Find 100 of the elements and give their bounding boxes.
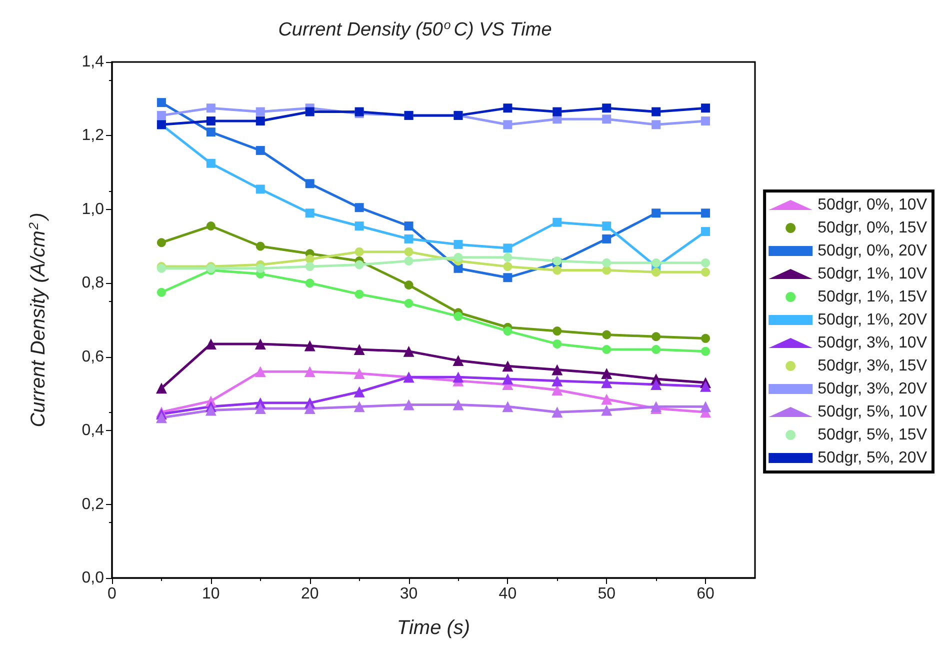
x-tick-label: 40 bbox=[498, 586, 517, 602]
point bbox=[552, 375, 563, 386]
x-tick-label: 50 bbox=[598, 586, 616, 602]
point bbox=[256, 146, 265, 155]
point bbox=[156, 110, 166, 120]
point bbox=[305, 107, 314, 116]
point bbox=[701, 268, 710, 277]
point bbox=[701, 116, 710, 126]
point bbox=[701, 258, 710, 268]
point bbox=[256, 107, 265, 116]
point bbox=[701, 208, 710, 218]
point bbox=[502, 373, 514, 384]
point bbox=[701, 346, 710, 356]
point bbox=[452, 355, 464, 366]
point bbox=[652, 120, 661, 130]
point bbox=[256, 264, 265, 273]
point bbox=[156, 382, 167, 394]
point bbox=[305, 278, 314, 288]
y-tick-label: 0,6 bbox=[82, 348, 104, 366]
point bbox=[502, 360, 514, 372]
point bbox=[404, 298, 414, 308]
point bbox=[701, 334, 710, 343]
point bbox=[503, 244, 512, 253]
x-tick-label: 0 bbox=[108, 586, 117, 602]
point bbox=[503, 262, 512, 272]
point bbox=[254, 366, 266, 378]
point bbox=[602, 222, 612, 231]
x-tick-label: 20 bbox=[300, 586, 319, 602]
point bbox=[254, 338, 266, 350]
point bbox=[652, 268, 661, 277]
point bbox=[156, 412, 167, 424]
y-tick-label: 1,2 bbox=[82, 127, 104, 144]
point bbox=[454, 252, 463, 262]
point bbox=[701, 227, 710, 236]
point bbox=[254, 402, 266, 414]
point bbox=[403, 346, 414, 357]
point bbox=[552, 266, 562, 275]
legend-label: 50dgr, 0%, 15V bbox=[818, 220, 928, 236]
point bbox=[205, 338, 216, 350]
point bbox=[206, 158, 216, 168]
point bbox=[206, 116, 216, 126]
point bbox=[404, 247, 414, 256]
point bbox=[602, 104, 612, 113]
point bbox=[503, 273, 512, 282]
y-tick-label: 0,2 bbox=[82, 496, 104, 513]
point bbox=[404, 222, 414, 231]
point bbox=[156, 238, 166, 248]
point bbox=[305, 208, 314, 218]
legend-label: 50dgr, 1%, 20V bbox=[818, 312, 928, 328]
point bbox=[304, 340, 316, 352]
point bbox=[503, 104, 512, 113]
point bbox=[700, 380, 712, 392]
point bbox=[452, 399, 464, 410]
point bbox=[206, 128, 216, 137]
point bbox=[354, 290, 364, 299]
point bbox=[700, 401, 712, 412]
x-tick-label: 60 bbox=[696, 586, 715, 602]
point bbox=[602, 330, 612, 340]
point bbox=[652, 107, 661, 116]
point bbox=[206, 104, 216, 113]
legend-label: 50dgr, 1%, 10V bbox=[818, 266, 928, 282]
point bbox=[503, 326, 512, 336]
point bbox=[305, 262, 314, 272]
x-axis-title: Time (s) bbox=[396, 617, 470, 639]
point bbox=[650, 379, 662, 390]
point bbox=[454, 264, 463, 273]
point bbox=[205, 404, 216, 416]
legend-label: 50dgr, 0%, 10V bbox=[818, 196, 928, 214]
point bbox=[652, 344, 661, 354]
x-tick-label: 10 bbox=[202, 586, 220, 602]
point bbox=[602, 114, 612, 124]
point bbox=[354, 260, 364, 270]
point bbox=[602, 258, 612, 268]
point bbox=[652, 258, 661, 268]
point bbox=[256, 116, 265, 126]
point bbox=[552, 218, 562, 227]
point bbox=[354, 401, 365, 412]
point bbox=[304, 366, 316, 378]
point bbox=[602, 234, 612, 244]
point bbox=[305, 179, 314, 188]
x-tick-label: 30 bbox=[400, 586, 418, 602]
point bbox=[601, 404, 612, 416]
point bbox=[354, 368, 365, 379]
point bbox=[601, 368, 612, 379]
y-tick-label: 1,4 bbox=[82, 54, 104, 70]
point bbox=[256, 242, 265, 251]
y-tick-label: 0,8 bbox=[82, 274, 104, 292]
point bbox=[452, 372, 464, 383]
point bbox=[552, 384, 563, 396]
legend-label: 50dgr, 5%, 20V bbox=[818, 450, 928, 466]
point bbox=[305, 254, 314, 264]
point bbox=[403, 399, 414, 410]
point bbox=[552, 364, 563, 376]
y-tick-label: 0,4 bbox=[82, 422, 104, 440]
point bbox=[454, 312, 463, 321]
point bbox=[354, 386, 365, 398]
point bbox=[354, 344, 365, 355]
point bbox=[454, 240, 463, 249]
point bbox=[404, 234, 414, 244]
point bbox=[552, 406, 563, 418]
